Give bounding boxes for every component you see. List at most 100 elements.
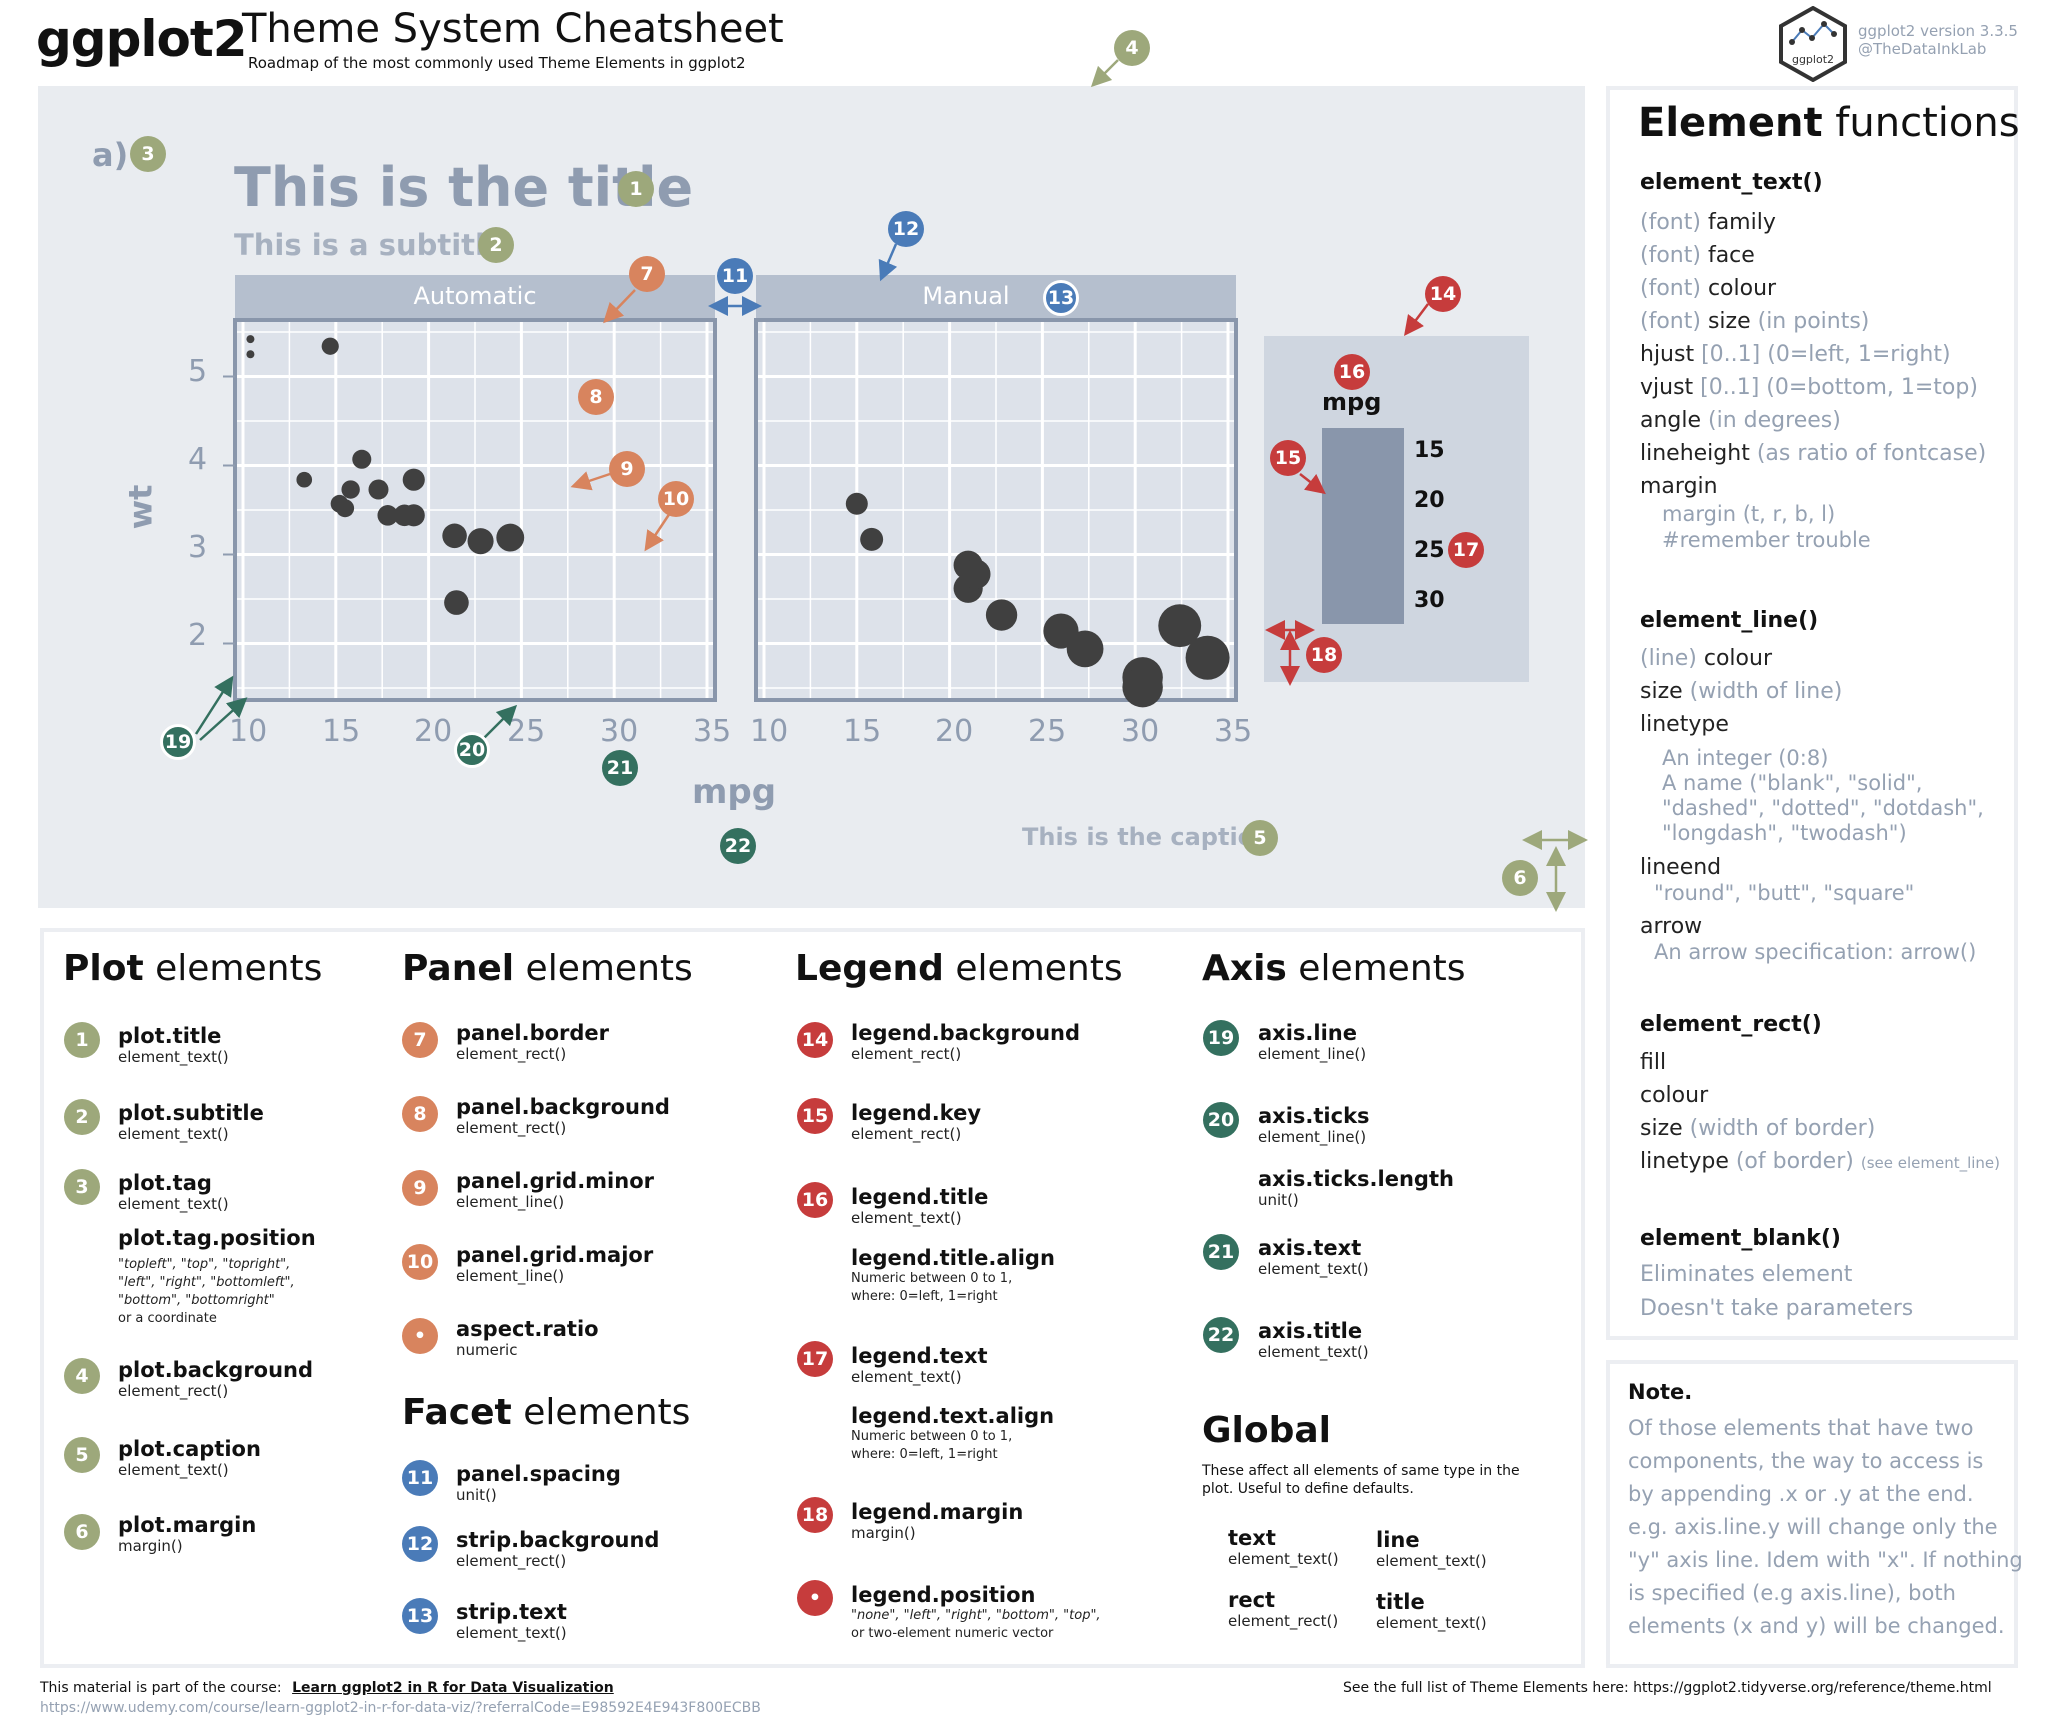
badge-16: 16: [1334, 354, 1370, 390]
legend-text-item: legend.text element_text(): [851, 1344, 988, 1386]
element-text-head: element_text(): [1640, 170, 1823, 195]
data-point: [321, 337, 339, 355]
legend-keys: [1322, 428, 1404, 624]
facet-elements-title: Facet elements: [402, 1392, 691, 1433]
ef-line-item: arrow: [1640, 914, 1703, 939]
global-title-item: title element_text(): [1376, 1590, 1487, 1632]
ef-arrow-sub: An arrow specification: arrow(): [1654, 940, 1977, 964]
ef-linetype-sub: "longdash", "twodash"): [1662, 821, 1907, 845]
legend-title: mpg: [1322, 388, 1382, 416]
panel-border-item: panel.border element_rect(): [456, 1021, 610, 1063]
data-point: [845, 492, 868, 515]
x-tick-label: 25: [1028, 714, 1067, 749]
x-tick-label: 15: [322, 714, 361, 749]
data-point: [1122, 666, 1163, 708]
axis-elements-title: Axis elements: [1202, 948, 1466, 989]
legend-position-item: legend.position "none", "left", "right", …: [851, 1583, 1101, 1641]
data-point: [985, 599, 1018, 631]
x-tick-label: 35: [693, 714, 732, 749]
ef-text-item: lineheight (as ratio of fontcase): [1640, 441, 1987, 466]
badge-13: 13: [402, 1598, 438, 1634]
ef-rect-item: colour: [1640, 1083, 1709, 1108]
data-point: [368, 479, 389, 500]
plot-margin-item: plot.margin margin(): [118, 1513, 257, 1555]
plot-title-item: plot.title element_text(): [118, 1024, 229, 1066]
note-text: Of those elements that have two component…: [1628, 1416, 2023, 1638]
badge-15: 15: [1270, 440, 1306, 476]
ef-text-item: (font) face: [1640, 243, 1755, 268]
data-point: [1185, 635, 1230, 680]
badge-20: 20: [454, 732, 490, 768]
ef-linetype-sub: An integer (0:8): [1662, 746, 1829, 770]
panel-grid-major-item: panel.grid.major element_line(): [456, 1243, 654, 1285]
footer-course: This material is part of the course: Lea…: [40, 1680, 614, 1696]
plot-elements-title: Plot elements: [63, 948, 323, 989]
plot-subtitle: This is a subtitle: [234, 228, 505, 262]
legend-key-item: legend.key element_rect(): [851, 1101, 982, 1143]
data-point: [246, 350, 255, 359]
element-functions-title: Element functions: [1638, 100, 2020, 146]
badge-4: 4: [64, 1358, 100, 1394]
data-point: [960, 559, 991, 589]
legend-background-item: legend.background element_rect(): [851, 1021, 1081, 1063]
badge-17: 17: [797, 1341, 833, 1377]
ef-linetype-sub: "dashed", "dotted", "dotdash",: [1662, 796, 1984, 820]
legend-elements-title: Legend elements: [795, 948, 1123, 989]
badge-11: 11: [402, 1460, 438, 1496]
badge-18: 18: [797, 1497, 833, 1533]
note-box: [1606, 1360, 2018, 1668]
badge-5: 5: [1242, 820, 1278, 856]
badge-9: 9: [609, 451, 645, 487]
data-point: [860, 527, 884, 551]
data-point: [496, 523, 525, 552]
footer-url[interactable]: https://www.udemy.com/course/learn-ggplo…: [40, 1700, 761, 1716]
elements-box: [40, 928, 1585, 1668]
data-point: [402, 468, 425, 491]
x-tick-label: 20: [414, 714, 453, 749]
plot-title: This is the title: [234, 156, 694, 219]
ef-lineend-sub: "round", "butt", "square": [1654, 881, 1915, 905]
panel-grid-minor-item: panel.grid.minor element_line(): [456, 1169, 654, 1211]
ef-blank-item: Doesn't take parameters: [1640, 1296, 1914, 1321]
badge-3: 3: [130, 136, 166, 172]
legend-margin-item: legend.margin margin(): [851, 1500, 1024, 1542]
global-text-item: text element_text(): [1228, 1526, 1339, 1568]
axis-text-item: axis.text element_text(): [1258, 1236, 1369, 1278]
global-rect-item: rect element_rect(): [1228, 1588, 1339, 1630]
badge-19: 19: [1203, 1020, 1239, 1056]
panel-spacing-item: panel.spacing unit(): [456, 1462, 621, 1504]
ef-line-item: lineend: [1640, 855, 1722, 880]
ef-text-item: angle (in degrees): [1640, 408, 1841, 433]
ef-text-item: vjust [0..1] (0=bottom, 1=top): [1640, 375, 1978, 400]
data-point: [341, 480, 360, 499]
badge-18: 18: [1306, 637, 1342, 673]
ef-margin-sub: #remember trouble: [1662, 528, 1871, 552]
x-tick-label: 15: [843, 714, 882, 749]
y-tick-label: 2: [188, 618, 208, 653]
ef-line-item: (line) colour: [1640, 646, 1772, 671]
x-axis-title: mpg: [692, 772, 777, 812]
ef-rect-item: linetype (of border) (see element_line): [1640, 1149, 2001, 1174]
data-point: [246, 335, 255, 344]
plot-caption-item: plot.caption element_text(): [118, 1437, 261, 1479]
badge-6: 6: [1502, 860, 1538, 896]
data-point: [296, 471, 313, 488]
badge-1: 1: [64, 1022, 100, 1058]
badge-5: 5: [64, 1437, 100, 1473]
data-point: [1158, 604, 1202, 648]
panel-elements-title: Panel elements: [402, 948, 693, 989]
footer-right[interactable]: See the full list of Theme Elements here…: [1343, 1680, 1992, 1696]
ef-rect-item: size (width of border): [1640, 1116, 1876, 1141]
element-rect-head: element_rect(): [1640, 1012, 1822, 1037]
badge-6: 6: [64, 1514, 100, 1550]
page-subtitle: Roadmap of the most commonly used Theme …: [248, 54, 746, 72]
badge-14: 14: [1425, 276, 1461, 312]
ef-text-item: margin: [1640, 474, 1718, 499]
strip-background-item: strip.background element_rect(): [456, 1528, 660, 1570]
panel-background-item: panel.background element_rect(): [456, 1095, 670, 1137]
course-link[interactable]: Learn ggplot2 in R for Data Visualizatio…: [292, 1680, 614, 1696]
x-tick-label: 10: [229, 714, 268, 749]
badge-8: 8: [402, 1096, 438, 1132]
panel-border: [754, 318, 1238, 702]
